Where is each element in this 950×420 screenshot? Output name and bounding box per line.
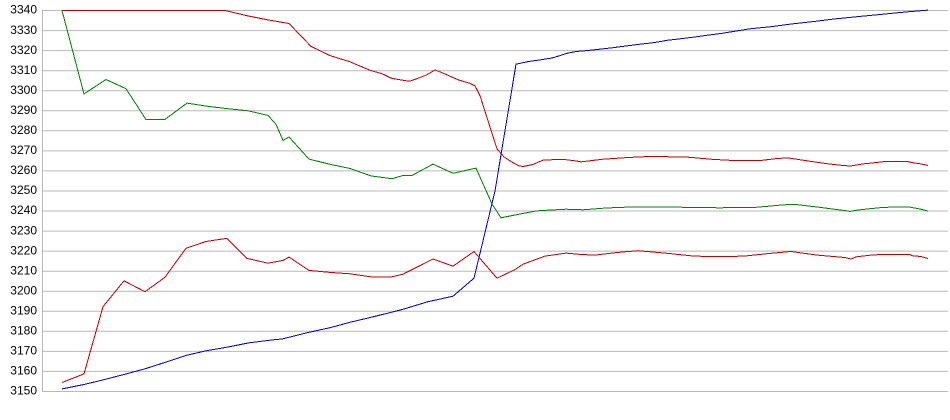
svg-text:3220: 3220 bbox=[10, 243, 37, 257]
svg-text:3180: 3180 bbox=[10, 324, 37, 338]
svg-text:3240: 3240 bbox=[10, 203, 37, 217]
svg-text:3320: 3320 bbox=[10, 43, 37, 57]
svg-text:3170: 3170 bbox=[10, 344, 37, 358]
svg-text:3250: 3250 bbox=[10, 183, 37, 197]
svg-text:3200: 3200 bbox=[10, 283, 37, 297]
svg-text:3210: 3210 bbox=[10, 263, 37, 277]
svg-text:3260: 3260 bbox=[10, 163, 37, 177]
svg-text:3150: 3150 bbox=[10, 384, 37, 398]
svg-text:3310: 3310 bbox=[10, 63, 37, 77]
svg-text:3340: 3340 bbox=[10, 3, 37, 17]
svg-text:3300: 3300 bbox=[10, 83, 37, 97]
svg-text:3290: 3290 bbox=[10, 103, 37, 117]
svg-text:3280: 3280 bbox=[10, 123, 37, 137]
svg-text:3330: 3330 bbox=[10, 23, 37, 37]
svg-text:3160: 3160 bbox=[10, 364, 37, 378]
svg-text:3230: 3230 bbox=[10, 223, 37, 237]
svg-text:3270: 3270 bbox=[10, 143, 37, 157]
svg-text:3190: 3190 bbox=[10, 304, 37, 318]
